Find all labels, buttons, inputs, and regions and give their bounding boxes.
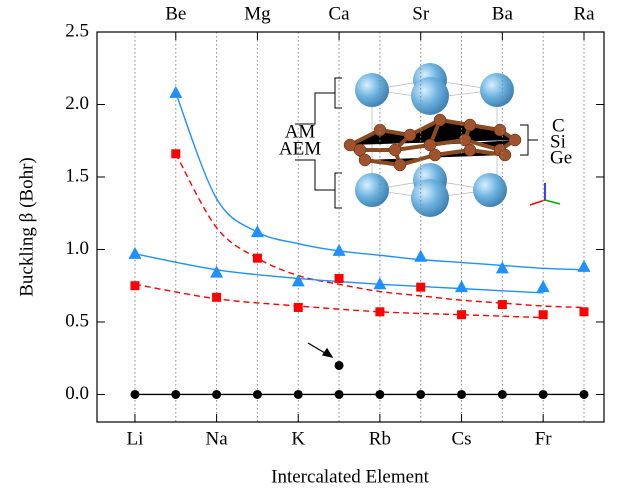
x-tick-label: Li	[127, 428, 144, 449]
marker	[579, 307, 589, 317]
marker	[538, 389, 548, 399]
inset: AM AEM C Si Ge	[279, 63, 572, 217]
fit-line	[134, 283, 544, 319]
y-tick-label: 0.5	[65, 310, 89, 331]
annotation: Si	[550, 131, 566, 152]
y-axis-label: Buckling β (Bohr)	[16, 157, 37, 297]
marker	[414, 249, 428, 262]
marker	[495, 261, 509, 274]
marker	[212, 389, 222, 399]
y-tick-label: 0.0	[65, 383, 89, 404]
x-tick-label: K	[291, 428, 305, 449]
y-tick-label: 2.5	[65, 20, 89, 41]
marker	[416, 389, 426, 399]
x-tick-label: Mg	[244, 3, 271, 24]
x-tick-label: Ba	[492, 3, 514, 24]
marker	[536, 280, 550, 293]
marker	[334, 389, 344, 399]
x-tick-label: Cs	[451, 428, 471, 449]
y-tick-label: 1.5	[65, 165, 89, 186]
marker	[128, 246, 142, 259]
annotation: AM	[285, 121, 316, 142]
marker	[130, 389, 140, 399]
marker	[579, 389, 589, 399]
marker	[577, 259, 591, 272]
marker	[375, 307, 385, 317]
marker	[334, 360, 344, 370]
x-axis-label: Intercalated Element	[271, 466, 429, 487]
fit-line	[175, 153, 585, 309]
marker	[212, 292, 222, 302]
marker	[250, 225, 264, 238]
plot-frame	[96, 31, 605, 423]
marker	[293, 389, 303, 399]
marker	[375, 389, 385, 399]
annotation: Ge	[550, 147, 572, 168]
marker	[416, 282, 426, 292]
marker	[169, 85, 183, 98]
marker	[293, 302, 303, 312]
marker	[130, 281, 140, 291]
marker	[497, 300, 507, 310]
marker	[497, 389, 507, 399]
marker	[171, 389, 181, 399]
annotation: AEM	[279, 138, 321, 159]
marker	[171, 149, 181, 159]
marker	[334, 273, 344, 283]
annotation: C	[552, 115, 565, 136]
y-tick-label: 2.0	[65, 93, 89, 114]
marker	[291, 274, 305, 287]
marker	[210, 265, 224, 278]
x-tick-label: Ra	[573, 3, 595, 24]
x-tick-label: Rb	[369, 428, 391, 449]
marker	[457, 310, 467, 320]
x-tick-label: Na	[206, 428, 229, 449]
y-tick-label: 1.0	[65, 238, 89, 259]
fit-line	[175, 92, 585, 271]
x-tick-label: Fr	[535, 428, 553, 449]
marker	[332, 243, 346, 256]
marker	[373, 277, 387, 290]
arrow	[307, 342, 334, 358]
x-tick-label: Sr	[412, 3, 430, 24]
marker	[538, 310, 548, 320]
marker	[455, 280, 469, 293]
x-tick-label: Ca	[329, 3, 351, 24]
x-tick-label: Be	[165, 3, 186, 24]
marker	[252, 389, 262, 399]
marker	[252, 253, 262, 263]
marker	[457, 389, 467, 399]
